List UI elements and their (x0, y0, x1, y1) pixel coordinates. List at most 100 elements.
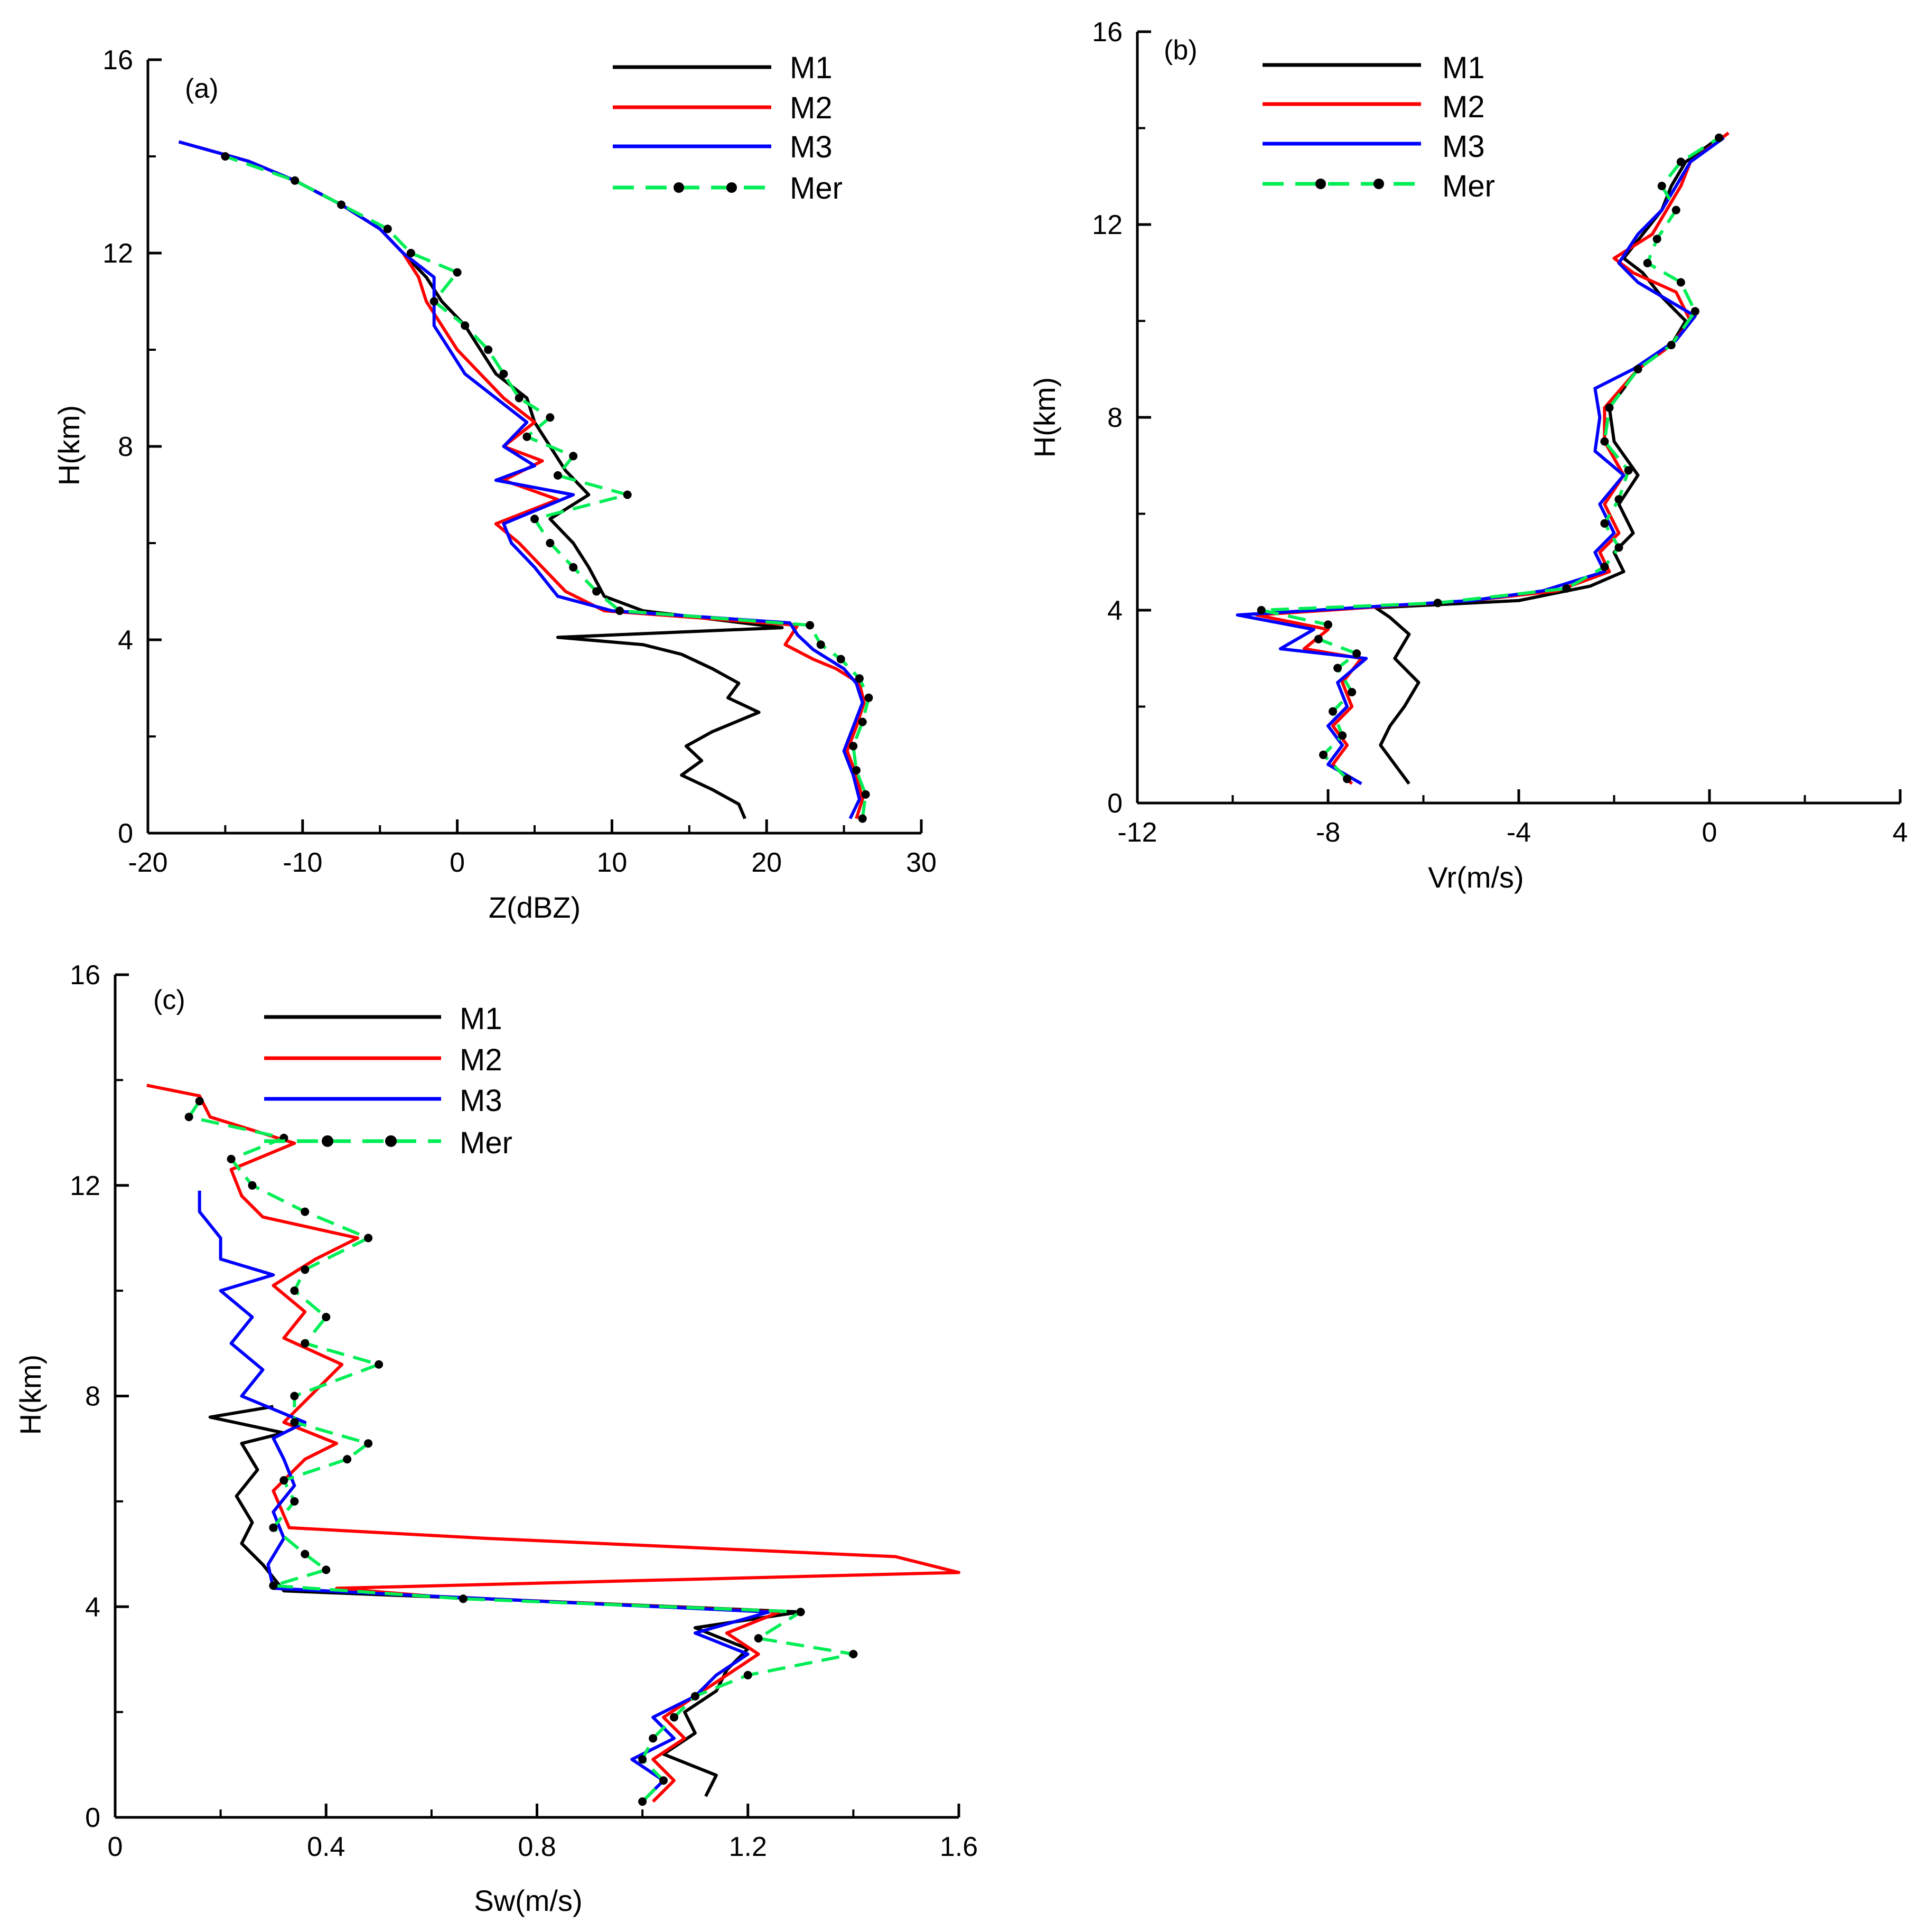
panel-b-x-tick-label: -12 (1117, 817, 1157, 848)
legend-a-mer-marker-2 (726, 182, 737, 193)
panel-c-mer-point-32 (195, 1097, 204, 1106)
panel-a-mer-point-17 (569, 452, 578, 461)
panel-c-mer-point-8 (754, 1634, 763, 1643)
panel-c-y-tick-label: 4 (85, 1592, 100, 1622)
legend-b-m2-label: M2 (1442, 90, 1485, 124)
panel-b-mer-point-24 (1652, 235, 1661, 244)
panel-a-mer-point-18 (522, 432, 531, 441)
panel-b-y-tick-label: 0 (1107, 788, 1123, 819)
panel-a-mer-point-9 (806, 621, 815, 630)
panel-b-mer-point-27 (1676, 157, 1685, 166)
panel-a-y-tick-label: 8 (118, 432, 133, 462)
panel-a-mer-point-28 (337, 200, 345, 209)
panel-b-mer-point-2 (1338, 731, 1347, 740)
panel-b-y-tick-label: 8 (1107, 403, 1123, 433)
panel-c-mer-point-25 (301, 1265, 310, 1274)
panel-c-x-tick-label: 0.8 (518, 1832, 556, 1862)
panel-c-mer-point-0 (638, 1797, 647, 1806)
panel-c-mer-point-9 (796, 1608, 805, 1617)
legend-c-mer-marker-1 (322, 1135, 333, 1147)
panel-c-mer-point-24 (290, 1286, 299, 1295)
panel-b-mer-point-15 (1614, 495, 1623, 504)
panel-a-mer-point-19 (546, 413, 555, 422)
panel-a-mer-point-24 (429, 297, 438, 306)
panel-b-mer-point-16 (1624, 466, 1633, 475)
panel-a-mer-point-27 (383, 225, 392, 234)
panel-b-y-tick-label: 12 (1092, 210, 1123, 240)
legend-a-m2-label: M2 (790, 91, 833, 125)
panel-b-mer-point-22 (1676, 278, 1685, 287)
panel-b-mer-point-13 (1614, 543, 1623, 552)
panel-c-x-tick-label: 0 (108, 1832, 123, 1862)
panel-a-mer-point-10 (615, 606, 624, 615)
panel-c-mer-point-20 (290, 1392, 299, 1401)
panel-a-mer-point-2 (852, 766, 861, 774)
panel-a-mer-point-1 (861, 790, 870, 799)
panel-a-mer-point-7 (836, 655, 845, 664)
panel-c-mer-point-2 (638, 1755, 647, 1764)
panel-b-mer-point-20 (1667, 341, 1676, 350)
panel-c-series-m3 (198, 1190, 771, 1803)
panel-b-mer-point-26 (1657, 182, 1666, 190)
panel-c-mer-point-13 (301, 1550, 310, 1558)
panel-c-mer-point-7 (849, 1650, 858, 1658)
panel-a-label: (a) (185, 73, 219, 104)
legend-b-mer-marker-2 (1373, 179, 1384, 189)
panel-a-series-m2 (178, 140, 866, 819)
panel-c-mer-point-15 (290, 1497, 299, 1506)
panel-b-mer-point-10 (1433, 599, 1442, 608)
panel-b-series-m2 (1255, 132, 1730, 785)
legend-b-mer-marker-1 (1315, 179, 1326, 189)
legend-c-mer-marker-2 (385, 1135, 397, 1147)
panel-a-mer-point-23 (461, 321, 470, 330)
legend-b-mer-label: Mer (1442, 169, 1495, 203)
panel-a-mer-point-14 (530, 515, 539, 524)
panel-c-mer-point-28 (248, 1181, 257, 1190)
panel-c-mer-point-27 (301, 1207, 310, 1216)
panel-c-legend: M1 M2 M3 Mer (264, 1002, 512, 1160)
legend-a-m1-label: M1 (790, 51, 833, 85)
panel-b-mer-point-3 (1329, 707, 1337, 716)
panel-b-x-tick-label: 0 (1702, 817, 1717, 848)
panel-c-mer-point-17 (343, 1455, 352, 1464)
panel-a-mer-point-21 (499, 369, 508, 378)
panel-c-series (146, 1084, 960, 1806)
panel-a-x-tick-label: -20 (128, 847, 167, 878)
panel-b-mer-point-12 (1600, 562, 1609, 571)
panel-b-x-tick-label: 4 (1893, 817, 1908, 848)
panel-a-y-tick-label: 12 (102, 238, 133, 269)
panel-a-mer-point-12 (569, 563, 578, 572)
panel-c-mer-point-11 (269, 1581, 278, 1590)
panel-b-mer-point-18 (1605, 403, 1614, 412)
panel-b-mer-point-0 (1343, 774, 1352, 783)
panel-a-y-tick-label: 0 (118, 818, 133, 849)
panel-c-y-tick-label: 0 (85, 1803, 100, 1833)
panel-c-xlabel: Sw(m/s) (474, 1884, 582, 1917)
panel-a-mer-point-22 (484, 346, 493, 354)
panel-a-mer-point-20 (515, 394, 524, 403)
panel-c-mer-point-22 (301, 1339, 310, 1348)
panel-c-mer-point-16 (279, 1476, 288, 1485)
legend-a-mer-marker-1 (674, 182, 684, 193)
panel-c-mer-point-23 (322, 1313, 331, 1321)
panel-c-y-tick-label: 16 (70, 960, 100, 991)
panel-a-y-tick-label: 4 (118, 625, 133, 656)
panel-a-xlabel: Z(dBZ) (489, 891, 581, 924)
panel-b-mer-point-14 (1600, 519, 1609, 528)
panel-c-mer-point-10 (459, 1594, 468, 1603)
panel-c-x-tick-label: 0.4 (307, 1832, 345, 1862)
panel-a-mer-point-25 (453, 268, 462, 277)
panel-a-axes: -20 -10 0 10 20 30 0 4 8 12 16 (102, 45, 937, 878)
panel-b-y-tick-label: 4 (1107, 595, 1123, 626)
panel-b-mer-point-4 (1348, 688, 1357, 697)
panel-c-label: (c) (153, 985, 185, 1015)
panel-a-mer-point-26 (406, 249, 415, 257)
panel-a-series (178, 140, 873, 823)
panel-b-mer-point-21 (1690, 307, 1699, 316)
panel-c-mer-point-26 (364, 1234, 373, 1243)
panel-b-mer-point-28 (1715, 133, 1724, 142)
panel-b-mer-point-1 (1319, 750, 1328, 759)
panel-a-ylabel: H(km) (52, 405, 86, 486)
panel-b-mer-point-8 (1324, 620, 1332, 629)
panel-c-mer-point-1 (659, 1776, 668, 1785)
